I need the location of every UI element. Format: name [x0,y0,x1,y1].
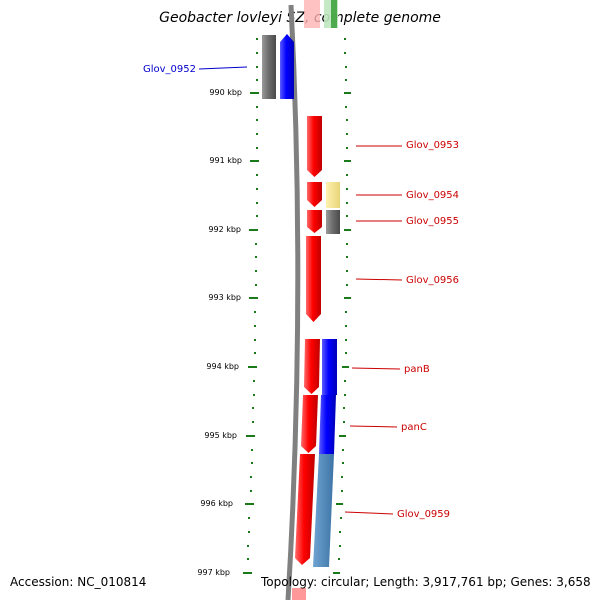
gene-panb-blue-feature[interactable] [322,339,337,395]
faded-feature-bottom-red [292,588,306,600]
gene-glov-0954-cds[interactable] [307,182,322,207]
gene-glov-0955-cds[interactable] [307,210,322,233]
tick-label-996: 996 kbp [200,499,233,508]
gene-glov-0954-yellow-feature[interactable] [326,182,340,208]
gene-glov-0959-steelblue-feature[interactable] [313,454,334,567]
tick-label-992: 992 kbp [208,225,241,234]
gene-panb-cds[interactable] [304,339,320,394]
left-ruler-ticks [243,92,259,574]
gene-glov-0952-blue-cds[interactable] [280,34,294,99]
gene-label-glov-0953[interactable]: Glov_0953 [406,140,459,151]
genome-summary-text: Topology: circular; Length: 3,917,761 bp… [261,575,591,589]
accession-text: Accession: NC_010814 [10,575,147,589]
gene-label-glov-0954[interactable]: Glov_0954 [406,190,459,201]
label-line-glov-0959 [344,511,394,515]
gene-glov-0956-cds[interactable] [306,236,321,322]
map-title: Geobacter lovleyi SZ, complete genome [159,10,441,26]
gene-panc-cds[interactable] [301,395,318,453]
label-line-panc [349,425,398,428]
gene-glov-0959-cds[interactable] [295,454,315,565]
tick-label-993: 993 kbp [208,293,241,302]
gene-glov-0955-gray-feature[interactable] [326,210,340,234]
gene-label-glov-0956[interactable]: Glov_0956 [406,275,459,286]
tick-label-997: 997 kbp [197,568,230,577]
tick-label-994: 994 kbp [206,362,239,371]
gene-label-panb[interactable]: panB [404,364,430,375]
gene-panc-blue-feature[interactable] [319,395,336,454]
genome-backbone [285,4,301,600]
tick-label-990: 990 kbp [209,88,242,97]
gene-label-glov-0959[interactable]: Glov_0959 [397,509,450,520]
right-dotted-track [338,38,348,560]
gene-glov-0953-cds[interactable] [307,116,322,177]
tick-label-995: 995 kbp [204,431,237,440]
gene-label-glov-0952[interactable]: Glov_0952 [143,64,196,75]
faded-feature-top-green-2 [331,0,337,28]
label-line-panb [351,367,401,370]
label-line-glov-0952 [198,66,248,70]
faded-feature-top-red [304,0,320,28]
tick-label-991: 991 kbp [209,156,242,165]
gene-label-glov-0955[interactable]: Glov_0955 [406,216,459,227]
left-dotted-track [247,38,258,560]
gene-label-panc[interactable]: panC [401,422,427,433]
gene-glov-0952-gray-feature[interactable] [262,35,276,99]
right-ruler-ticks [333,92,351,574]
label-line-glov-0956 [355,278,403,281]
